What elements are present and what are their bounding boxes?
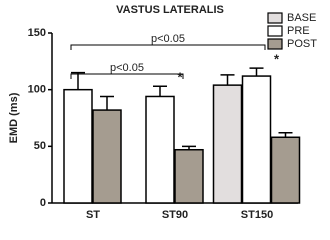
bar: [270, 136, 301, 204]
bar: [92, 109, 122, 204]
chart: VASTUS LATERALIS EMD (ms) 0 50 100 150 ST ST9…: [8, 4, 317, 221]
x-tick-label: ST90: [162, 209, 188, 221]
x-tick-label: ST150: [241, 209, 273, 221]
error-bar: [153, 85, 167, 97]
error-bar: [220, 74, 235, 86]
legend-swatch: [267, 38, 283, 50]
error-bar: [249, 67, 264, 77]
y-tick-label: 150: [28, 27, 46, 39]
annotation: *: [177, 70, 183, 85]
legend-label: POST: [287, 38, 317, 50]
bar: [212, 84, 243, 204]
bar: [145, 95, 175, 204]
legend-label: BASE: [287, 12, 316, 24]
legend-label: PRE: [287, 25, 310, 37]
annotation: p<0.05: [110, 62, 144, 74]
annotation: *: [274, 52, 280, 67]
chart-title: VASTUS LATERALIS: [116, 4, 224, 16]
y-tick-label: 0: [40, 197, 46, 209]
x-tick-label: ST: [86, 209, 100, 221]
annotation: p<0.05: [151, 33, 185, 45]
bar: [63, 88, 93, 204]
y-tick-label: 100: [28, 84, 46, 96]
error-bar: [278, 131, 293, 138]
significance-bracket: [70, 73, 184, 79]
significance-bracket: [70, 44, 266, 50]
error-bar: [100, 95, 114, 111]
error-bar: [182, 145, 196, 150]
bar: [241, 75, 272, 204]
legend-swatch: [267, 25, 283, 37]
y-tick-label: 50: [34, 140, 46, 152]
legend-swatch: [267, 12, 283, 24]
y-axis-label: EMD (ms): [8, 92, 20, 143]
bar: [174, 148, 204, 204]
error-bar: [71, 71, 85, 90]
